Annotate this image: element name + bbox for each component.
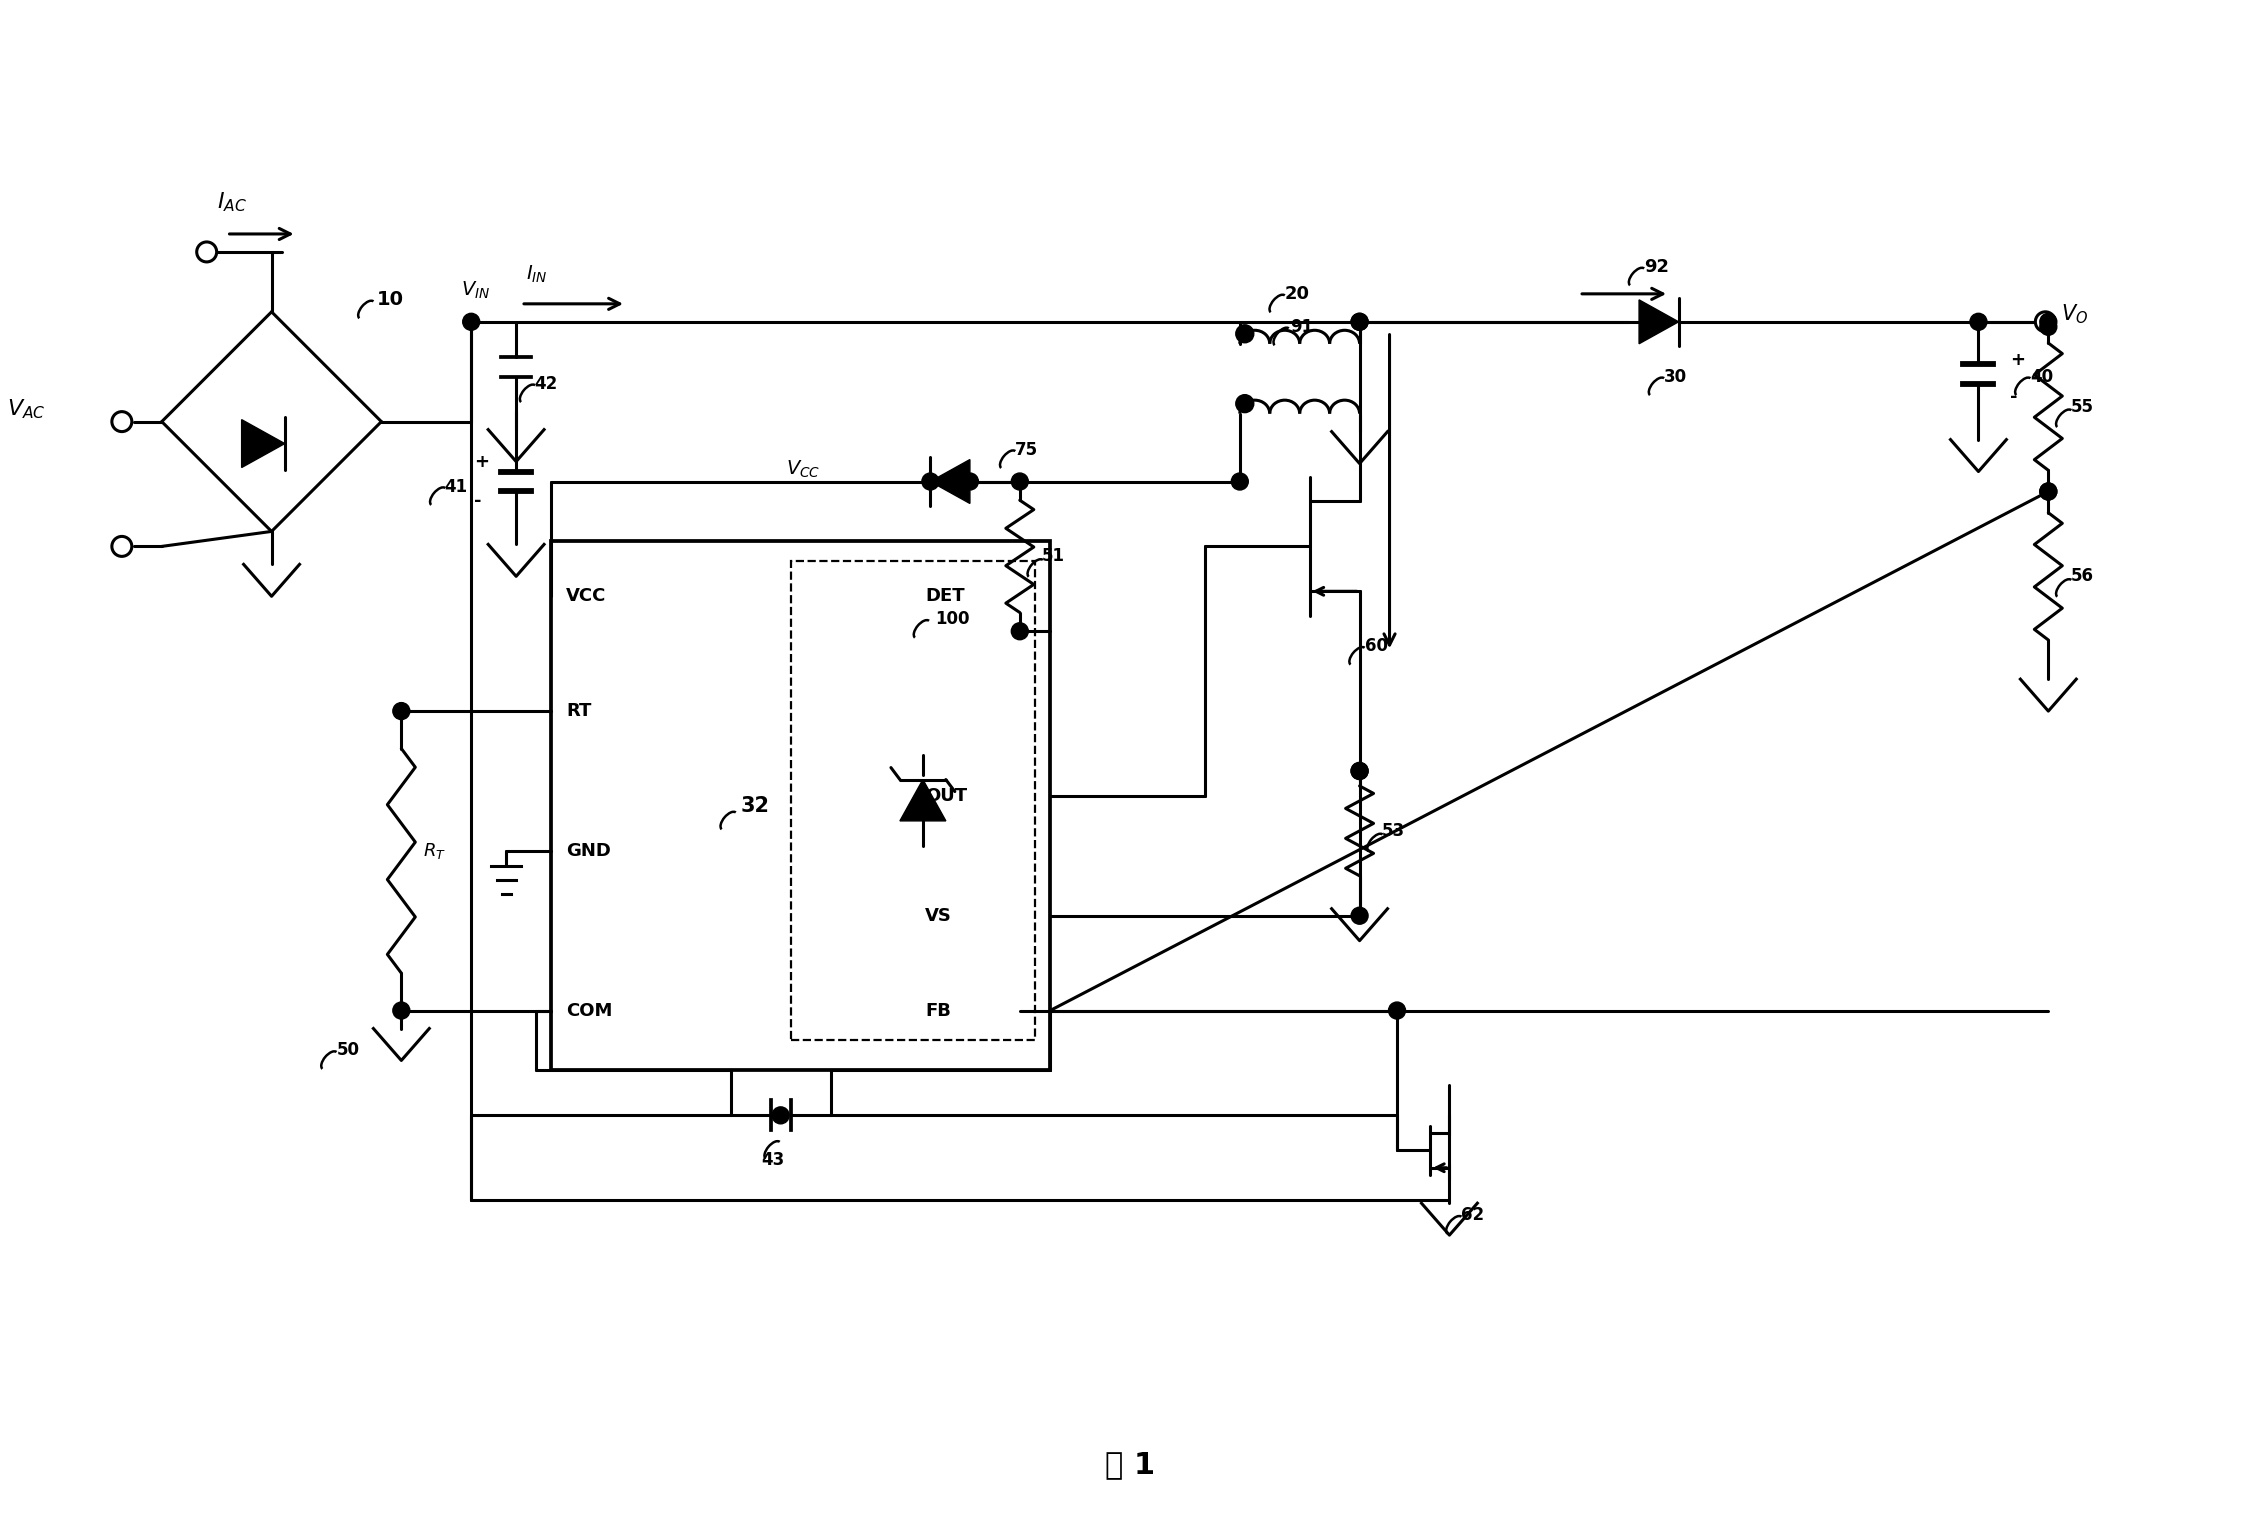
Circle shape: [2041, 318, 2057, 335]
Text: $V_{IN}$: $V_{IN}$: [462, 280, 492, 301]
Text: 75: 75: [1015, 441, 1037, 458]
Text: 40: 40: [2029, 368, 2054, 386]
Polygon shape: [899, 780, 947, 821]
Text: 图 1: 图 1: [1105, 1450, 1155, 1480]
Text: $I_{AC}$: $I_{AC}$: [217, 190, 247, 214]
Text: 55: 55: [2070, 397, 2093, 415]
Circle shape: [1352, 907, 1368, 925]
Polygon shape: [931, 459, 969, 503]
Circle shape: [462, 313, 480, 330]
Text: +: +: [473, 453, 489, 470]
Text: 53: 53: [1382, 821, 1404, 840]
Text: $V_{AC}$: $V_{AC}$: [7, 399, 45, 421]
Circle shape: [772, 1107, 788, 1124]
Circle shape: [1388, 1002, 1407, 1019]
Polygon shape: [242, 420, 285, 467]
Text: GND: GND: [566, 841, 612, 859]
Circle shape: [1010, 473, 1028, 490]
Text: 50: 50: [337, 1042, 360, 1060]
Circle shape: [392, 703, 410, 719]
Circle shape: [1237, 394, 1255, 412]
Text: 30: 30: [1665, 368, 1687, 386]
Text: COM: COM: [566, 1001, 612, 1019]
Text: 91: 91: [1289, 318, 1314, 336]
Polygon shape: [1640, 300, 1678, 344]
Text: 100: 100: [935, 610, 969, 628]
Text: $V_O$: $V_O$: [2061, 303, 2088, 325]
Circle shape: [1232, 473, 1248, 490]
Circle shape: [960, 473, 978, 490]
Circle shape: [922, 473, 940, 490]
Text: 41: 41: [444, 478, 467, 496]
Text: 32: 32: [741, 795, 770, 815]
Circle shape: [1971, 313, 1986, 330]
Bar: [790, 561, 1035, 1040]
Circle shape: [2036, 312, 2054, 332]
Circle shape: [2041, 484, 2057, 500]
Text: 51: 51: [1042, 548, 1065, 566]
Circle shape: [111, 412, 131, 432]
Circle shape: [1010, 622, 1028, 640]
Text: -: -: [473, 493, 482, 511]
Text: $R_T$: $R_T$: [424, 841, 446, 861]
Text: 20: 20: [1284, 284, 1309, 303]
Circle shape: [197, 242, 217, 262]
Circle shape: [1352, 313, 1368, 330]
Circle shape: [2041, 484, 2057, 500]
Text: -: -: [2011, 388, 2018, 406]
Text: 60: 60: [1364, 637, 1388, 656]
Text: DET: DET: [926, 587, 965, 605]
Text: RT: RT: [566, 703, 591, 719]
Text: 56: 56: [2070, 567, 2093, 586]
Text: VS: VS: [926, 907, 951, 925]
Circle shape: [1352, 313, 1368, 330]
Text: OUT: OUT: [926, 786, 967, 805]
Text: 62: 62: [1461, 1206, 1484, 1224]
Circle shape: [1352, 762, 1368, 779]
Text: 43: 43: [761, 1151, 784, 1170]
Text: VCC: VCC: [566, 587, 607, 605]
Circle shape: [392, 1002, 410, 1019]
Text: 92: 92: [1644, 259, 1669, 275]
Text: +: +: [2011, 351, 2025, 368]
Text: 10: 10: [376, 291, 403, 309]
Bar: [550, 541, 1051, 1071]
Text: FB: FB: [926, 1001, 951, 1019]
Circle shape: [1352, 762, 1368, 779]
Text: $V_{CC}$: $V_{CC}$: [786, 459, 820, 481]
Circle shape: [111, 537, 131, 557]
Text: 42: 42: [535, 374, 557, 392]
Circle shape: [1237, 325, 1255, 342]
Text: $I_{IN}$: $I_{IN}$: [525, 263, 548, 284]
Circle shape: [2041, 313, 2057, 330]
